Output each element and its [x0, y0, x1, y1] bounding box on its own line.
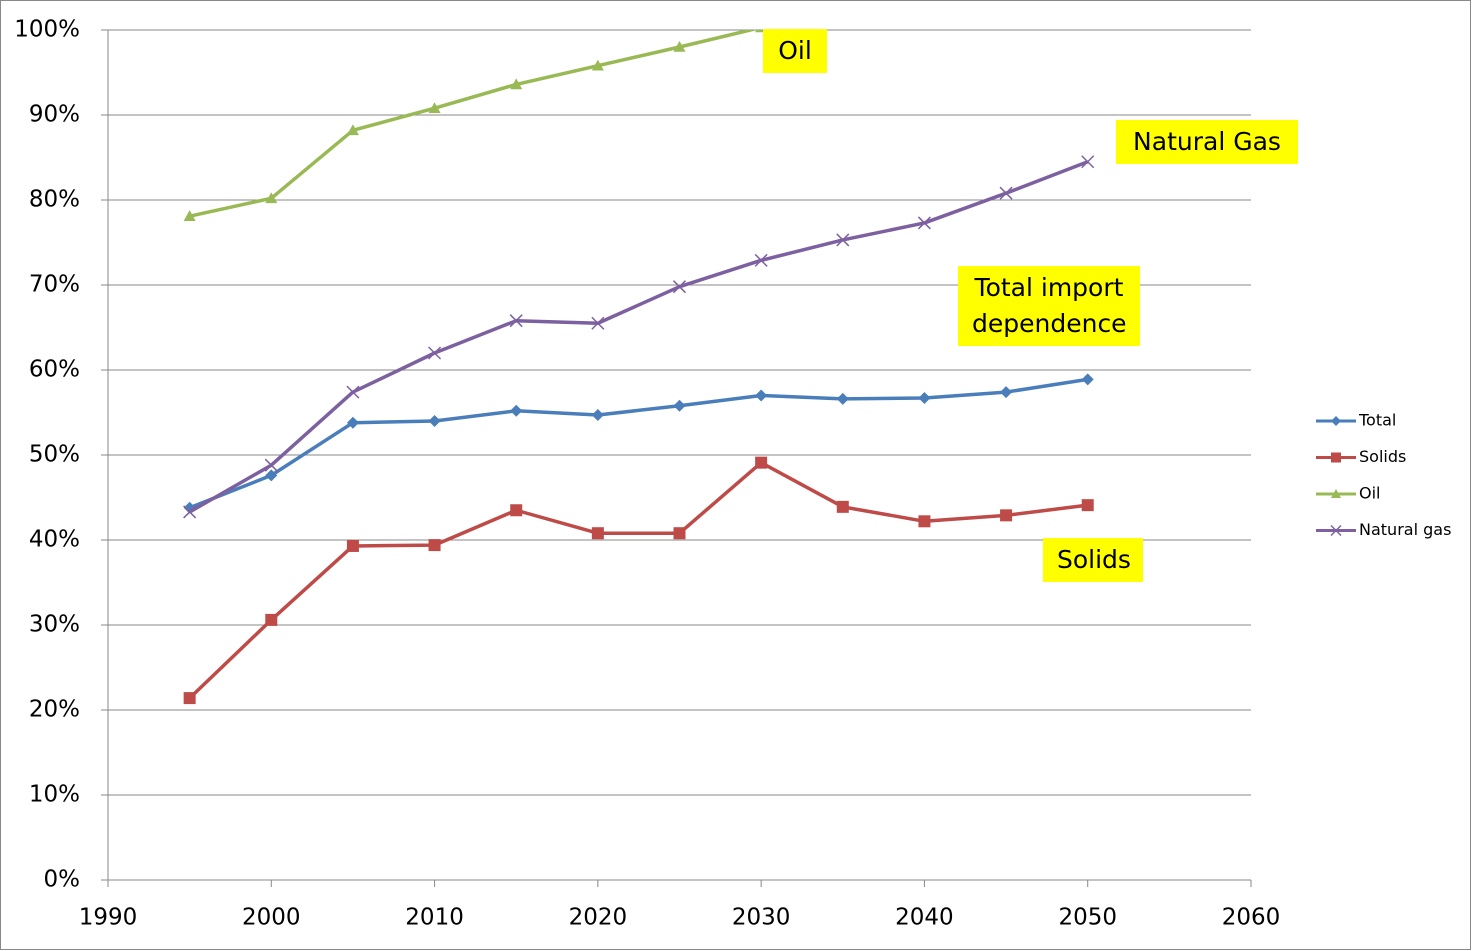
marker — [1331, 416, 1341, 426]
y-tick-label: 10% — [29, 782, 80, 808]
marker — [183, 505, 197, 519]
marker — [1081, 155, 1095, 169]
series-line — [188, 160, 1089, 514]
x-tick-label: 2040 — [895, 905, 954, 931]
x-tick-label: 2010 — [405, 905, 464, 931]
x-tick-label: 1990 — [79, 905, 138, 931]
marker — [836, 233, 850, 247]
marker — [1081, 499, 1094, 512]
legend-label: Solids — [1359, 447, 1406, 466]
y-tick-label: 40% — [29, 527, 80, 553]
marker — [917, 216, 931, 230]
marker — [265, 192, 278, 204]
marker — [346, 385, 360, 399]
marker — [672, 280, 687, 294]
plot-area — [183, 30, 1095, 705]
marker — [755, 389, 768, 402]
marker — [510, 78, 523, 90]
marker — [265, 469, 278, 482]
series-line — [188, 460, 1088, 700]
x-tick-label: 2050 — [1058, 905, 1117, 931]
marker — [183, 692, 196, 705]
annotation: Solids — [1043, 538, 1143, 582]
y-tick-label: 30% — [29, 612, 80, 638]
legend-label: Oil — [1359, 484, 1380, 503]
y-tick-label: 90% — [29, 102, 80, 128]
marker — [1330, 524, 1342, 537]
y-tick-label: 80% — [29, 187, 80, 213]
annotation: Natural Gas — [1116, 120, 1298, 164]
marker — [1331, 452, 1341, 463]
marker — [591, 409, 604, 422]
marker — [591, 59, 604, 71]
marker — [428, 415, 441, 427]
x-tick-label: 2020 — [569, 905, 628, 931]
x-tick-label: 2030 — [732, 905, 791, 931]
marker — [918, 392, 931, 405]
marker — [673, 399, 686, 412]
marker — [591, 527, 604, 540]
marker — [999, 186, 1013, 200]
legend-label: Total — [1358, 411, 1396, 430]
marker — [265, 613, 278, 626]
marker — [428, 539, 441, 552]
marker — [346, 416, 359, 429]
marker — [673, 527, 686, 540]
marker — [918, 515, 931, 528]
marker — [183, 210, 196, 221]
x-tick-label: 2060 — [1222, 905, 1281, 931]
marker — [754, 253, 768, 267]
marker — [836, 392, 849, 405]
marker — [510, 504, 523, 517]
marker — [1000, 386, 1013, 399]
marker — [1331, 489, 1341, 498]
marker — [836, 500, 849, 513]
y-tick-label: 60% — [29, 357, 80, 383]
legend-label: Natural gas — [1359, 520, 1451, 539]
marker — [673, 41, 686, 52]
y-tick-label: 20% — [29, 697, 80, 723]
series-line — [188, 377, 1088, 510]
marker — [346, 539, 359, 552]
x-tick-label: 2000 — [242, 905, 301, 931]
marker — [1000, 509, 1013, 522]
annotation: Total import dependence — [958, 266, 1140, 346]
y-tick-label: 0% — [44, 867, 81, 893]
marker — [428, 346, 442, 360]
series-line — [189, 30, 759, 218]
y-tick-label: 70% — [29, 272, 80, 298]
marker — [1081, 373, 1094, 386]
y-tick-label: 100% — [14, 17, 80, 43]
marker — [264, 458, 278, 472]
y-tick-label: 50% — [29, 442, 80, 468]
marker — [755, 456, 768, 469]
marker — [346, 124, 359, 136]
marker — [509, 314, 523, 328]
marker — [591, 316, 605, 330]
marker — [510, 404, 523, 417]
annotation: Oil — [763, 29, 827, 73]
marker — [428, 102, 441, 113]
